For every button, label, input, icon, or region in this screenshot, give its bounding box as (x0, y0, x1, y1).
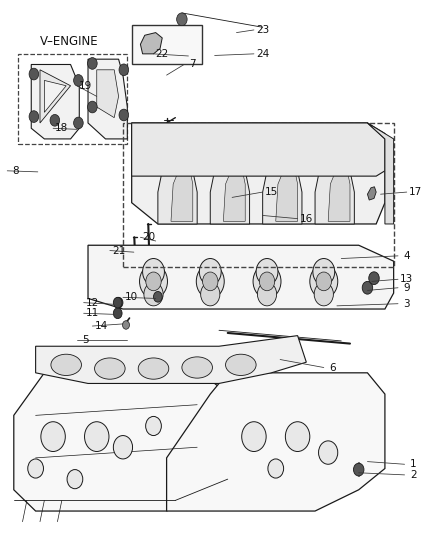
Bar (18, 54, 127, 144)
Bar (123, 123, 394, 266)
Circle shape (203, 272, 218, 290)
Polygon shape (40, 70, 71, 123)
Circle shape (314, 282, 333, 306)
Circle shape (29, 111, 39, 123)
Circle shape (67, 470, 83, 489)
Text: 10: 10 (125, 292, 138, 302)
Circle shape (196, 264, 224, 298)
Circle shape (177, 13, 187, 26)
Text: 14: 14 (95, 321, 108, 331)
Polygon shape (263, 150, 302, 224)
Circle shape (258, 282, 277, 306)
Polygon shape (44, 80, 66, 112)
Polygon shape (88, 245, 394, 309)
Circle shape (74, 117, 83, 129)
Circle shape (286, 422, 310, 451)
Text: 21: 21 (112, 246, 125, 255)
Text: V–ENGINE: V–ENGINE (40, 35, 99, 48)
Text: 12: 12 (86, 297, 99, 308)
Polygon shape (210, 150, 250, 224)
Text: 19: 19 (79, 81, 92, 91)
Circle shape (113, 435, 133, 459)
Polygon shape (31, 64, 79, 139)
Polygon shape (141, 33, 162, 54)
Polygon shape (132, 123, 385, 224)
Polygon shape (276, 163, 297, 221)
Circle shape (28, 459, 43, 478)
Circle shape (199, 259, 221, 285)
Polygon shape (166, 373, 385, 511)
Circle shape (74, 75, 83, 86)
Text: 22: 22 (155, 49, 169, 59)
Text: 8: 8 (13, 166, 19, 176)
Polygon shape (14, 373, 228, 511)
Circle shape (256, 259, 278, 285)
Circle shape (29, 68, 39, 80)
Circle shape (140, 264, 167, 298)
Circle shape (88, 101, 97, 113)
Circle shape (253, 264, 281, 298)
Polygon shape (171, 163, 193, 221)
Circle shape (318, 441, 338, 464)
Ellipse shape (226, 354, 256, 375)
Circle shape (268, 459, 284, 478)
Polygon shape (132, 123, 385, 176)
Circle shape (123, 321, 130, 329)
Ellipse shape (138, 358, 169, 379)
Polygon shape (158, 150, 197, 224)
Circle shape (153, 292, 162, 302)
Circle shape (41, 422, 65, 451)
Polygon shape (35, 336, 306, 383)
Polygon shape (367, 187, 376, 200)
Circle shape (313, 259, 335, 285)
Text: 1: 1 (410, 459, 417, 469)
Text: 24: 24 (256, 49, 269, 59)
Polygon shape (328, 163, 350, 221)
Circle shape (353, 463, 364, 476)
Circle shape (201, 282, 220, 306)
Circle shape (146, 416, 161, 435)
Circle shape (50, 115, 60, 126)
Text: 13: 13 (400, 274, 413, 284)
Circle shape (146, 272, 161, 290)
Text: 3: 3 (403, 298, 410, 309)
Circle shape (310, 264, 338, 298)
Circle shape (259, 272, 275, 290)
Text: 15: 15 (265, 187, 278, 197)
Text: 4: 4 (403, 251, 410, 261)
Circle shape (88, 58, 97, 69)
Text: 18: 18 (55, 123, 68, 133)
Text: 20: 20 (143, 232, 155, 243)
Text: 11: 11 (86, 308, 99, 318)
Circle shape (144, 282, 163, 306)
Circle shape (113, 308, 122, 319)
Circle shape (316, 272, 332, 290)
Circle shape (113, 297, 122, 308)
Text: 16: 16 (300, 214, 313, 224)
Ellipse shape (95, 358, 125, 379)
Polygon shape (97, 70, 119, 118)
Circle shape (369, 272, 379, 285)
Text: 23: 23 (256, 25, 269, 35)
Text: 7: 7 (190, 60, 196, 69)
Ellipse shape (51, 354, 81, 375)
Polygon shape (315, 150, 354, 224)
Text: 9: 9 (403, 283, 410, 293)
Bar (132, 25, 201, 64)
Text: 5: 5 (82, 335, 89, 345)
Circle shape (85, 422, 109, 451)
Circle shape (242, 422, 266, 451)
Ellipse shape (182, 357, 212, 378)
Circle shape (143, 259, 164, 285)
Circle shape (119, 64, 129, 76)
Circle shape (362, 281, 373, 294)
Text: 2: 2 (410, 470, 417, 480)
Text: 6: 6 (329, 362, 336, 373)
Circle shape (114, 297, 123, 308)
Circle shape (119, 109, 129, 121)
Polygon shape (223, 163, 245, 221)
Polygon shape (367, 123, 394, 224)
Text: 17: 17 (409, 187, 422, 197)
Polygon shape (88, 59, 127, 139)
